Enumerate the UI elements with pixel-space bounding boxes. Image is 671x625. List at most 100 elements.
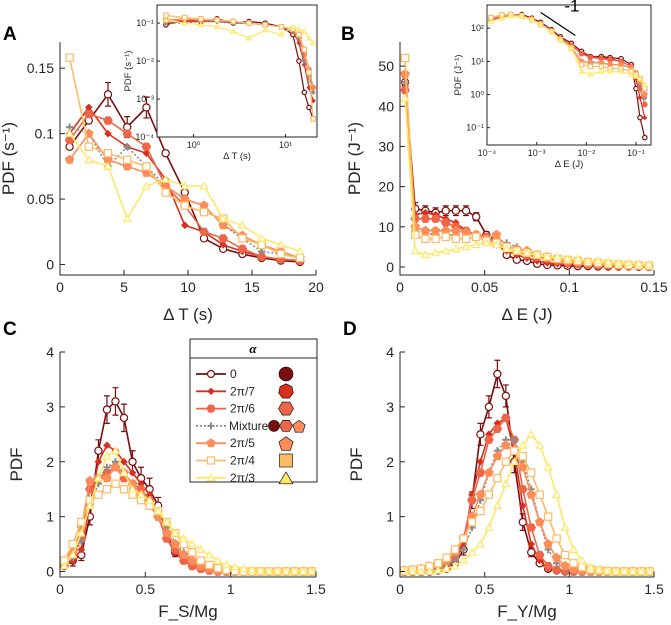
series-line [404, 371, 650, 573]
data-point [502, 244, 512, 253]
x-tick-label: 0.15 [640, 279, 667, 295]
data-point [484, 467, 494, 477]
hexagon-icon [279, 419, 293, 432]
data-point [290, 566, 300, 575]
data-point [476, 430, 485, 439]
data-point [598, 68, 605, 74]
data-point [205, 560, 214, 570]
data-point [276, 240, 286, 249]
data-point [142, 162, 151, 171]
data-point [431, 234, 440, 244]
x-axis-label: Δ E (J) [501, 305, 552, 324]
hexagon-icon [278, 401, 294, 416]
data-point [569, 559, 578, 568]
data-point [102, 484, 112, 494]
data-point [245, 34, 253, 41]
data-point [181, 19, 188, 26]
data-point [84, 155, 94, 164]
data-point [518, 452, 527, 461]
data-point [94, 446, 103, 455]
legend-line-marker [206, 404, 216, 413]
data-point [93, 473, 104, 482]
x-tick-label: 5 [120, 279, 128, 295]
data-point [532, 250, 542, 259]
data-point [230, 18, 237, 25]
data-point [296, 58, 302, 64]
data-point [517, 485, 528, 494]
data-point [510, 446, 519, 455]
legend-line-marker [206, 473, 216, 482]
data-point [461, 242, 471, 251]
legend-label: 2π/3 [230, 471, 255, 485]
pentagon-icon [278, 436, 294, 451]
legend-entry-2pi6: 2π/6 [196, 402, 294, 416]
x-tick-label: 10⁻⁴ [478, 148, 497, 158]
data-point [181, 14, 188, 21]
data-point [306, 104, 312, 111]
data-point [218, 234, 228, 243]
data-point [441, 206, 450, 215]
x-tick-label: 10⁰ [187, 140, 201, 150]
x-tick-label: 0.1 [560, 279, 580, 295]
data-point [512, 246, 522, 255]
chart-panel-a: 0 5 10 15 20 0 0.05 0.1 0.15 Δ T (s) PDF (s⁻¹) [0, 42, 324, 324]
data-point [617, 68, 625, 74]
data-point [450, 561, 460, 570]
y-tick-label: 10² [471, 23, 484, 33]
x-tick-label: 0.5 [136, 581, 156, 597]
data-point [577, 562, 587, 572]
x-tick-label: 10 [180, 279, 196, 295]
series-line [404, 432, 650, 573]
data-point [85, 485, 95, 494]
legend-title: α [249, 341, 257, 356]
y-axis-label: PDF (s⁻¹) [0, 122, 18, 195]
x-axis-label: Δ T (s) [163, 305, 213, 324]
data-point [306, 69, 312, 76]
data-point [170, 528, 180, 537]
data-point [119, 468, 129, 477]
data-point [188, 548, 197, 557]
data-point [619, 566, 630, 575]
data-point [238, 564, 249, 573]
data-point [475, 489, 486, 499]
data-point [142, 149, 151, 158]
data-point [120, 457, 128, 466]
data-point [306, 78, 312, 84]
data-point [141, 181, 152, 190]
y-tick-label: 0 [386, 259, 394, 275]
data-point [408, 566, 418, 575]
data-point [255, 565, 266, 574]
x-axis-label: Δ E (J) [555, 159, 584, 170]
y-axis-label: PDF (J⁻¹) [453, 55, 464, 96]
data-point [94, 457, 103, 466]
x-tick-label: 0 [396, 279, 404, 295]
data-point [484, 490, 494, 499]
y-tick-label: 10⁻⁴ [135, 132, 154, 142]
data-point [179, 549, 189, 560]
data-point [526, 523, 537, 532]
legend-label: Mixture [229, 419, 269, 433]
y-axis-label: PDF (s⁻¹) [123, 51, 134, 92]
data-point [64, 129, 75, 137]
inset-panel-a: 10⁰ 10¹ 10⁻⁴ 10⁻³ 10⁻² 10⁻¹ Δ T (s) PDF (s⁻¹) [123, 4, 318, 162]
data-point [543, 539, 553, 549]
data-point [509, 457, 519, 466]
data-point [587, 71, 594, 77]
series-2pi5 [64, 128, 305, 263]
legend-label: 2π/7 [230, 384, 255, 398]
data-point [518, 501, 527, 510]
data-point [527, 540, 536, 548]
data-point [214, 17, 220, 23]
data-point [197, 21, 205, 28]
data-point [451, 234, 461, 244]
series-2pi3 [64, 129, 305, 255]
chart-panel-d: 0 0.5 1 1.5 0 1 2 3 4 F_Y/Mg PDF [347, 344, 664, 621]
data-point [180, 201, 189, 210]
legend-label: 2π/5 [230, 436, 255, 450]
legend-entry-2pi3: 2π/3 [196, 471, 294, 485]
slope-annotation: -1 [564, 0, 579, 15]
x-tick-label: 1 [227, 581, 235, 597]
data-point [68, 550, 78, 559]
data-point [543, 561, 553, 571]
